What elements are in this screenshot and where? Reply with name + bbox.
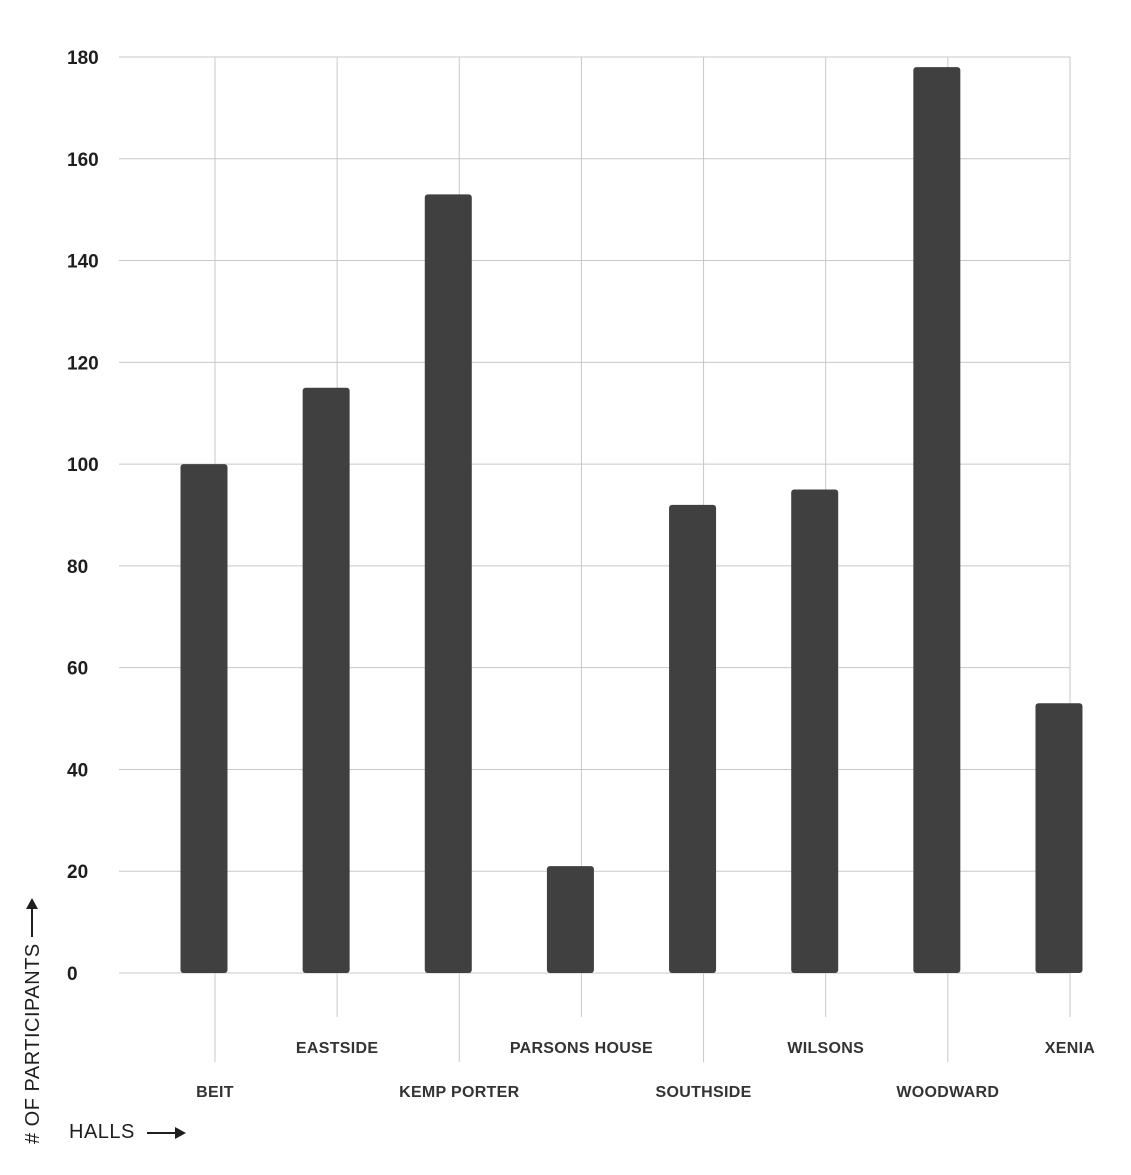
y-tick-label: 180 [67,48,99,69]
y-tick-label: 140 [67,252,99,273]
y-tick-label: 100 [67,455,99,476]
bars [180,67,1083,973]
horizontal-gridlines [119,56,1070,974]
bar [791,489,839,973]
y-axis-title-group: # OF PARTICIPANTS [22,898,44,1144]
bar [546,866,594,973]
y-tick-label: 120 [67,353,99,374]
bar [302,387,350,973]
x-tick-labels: BEIT EASTSIDE KEMP PORTER PARSONS HOUSE SOUT… [196,1040,1095,1101]
y-tick-label: 80 [67,557,88,578]
x-tick-label: SOUTHSIDE [656,1084,752,1101]
x-tick-label: WOODWARD [896,1084,999,1101]
y-axis-title: # OF PARTICIPANTS [22,943,44,1144]
y-tick-label: 40 [67,760,88,781]
bar [180,464,228,973]
x-tick-label: PARSONS HOUSE [510,1040,653,1057]
x-axis-arrowhead-icon [175,1127,186,1139]
x-axis-title: HALLS [69,1121,135,1143]
y-tick-label: 20 [67,862,88,883]
bar [1035,703,1083,973]
y-axis-arrowhead-icon [26,898,38,909]
bar [424,194,472,973]
y-tick-label: 0 [67,964,78,985]
x-tick-label: KEMP PORTER [399,1084,519,1101]
x-tick-label: WILSONS [787,1040,864,1057]
x-tick-label: XENIA [1045,1040,1096,1057]
bar [669,504,717,973]
bar [913,67,961,973]
x-axis-title-group: HALLS [69,1121,186,1143]
x-tick-label: EASTSIDE [296,1040,378,1057]
y-tick-labels: 0 20 40 60 80 100 120 140 160 180 [67,48,99,985]
x-tick-label: BEIT [196,1084,234,1101]
y-tick-label: 60 [67,659,88,680]
y-tick-label: 160 [67,150,99,171]
